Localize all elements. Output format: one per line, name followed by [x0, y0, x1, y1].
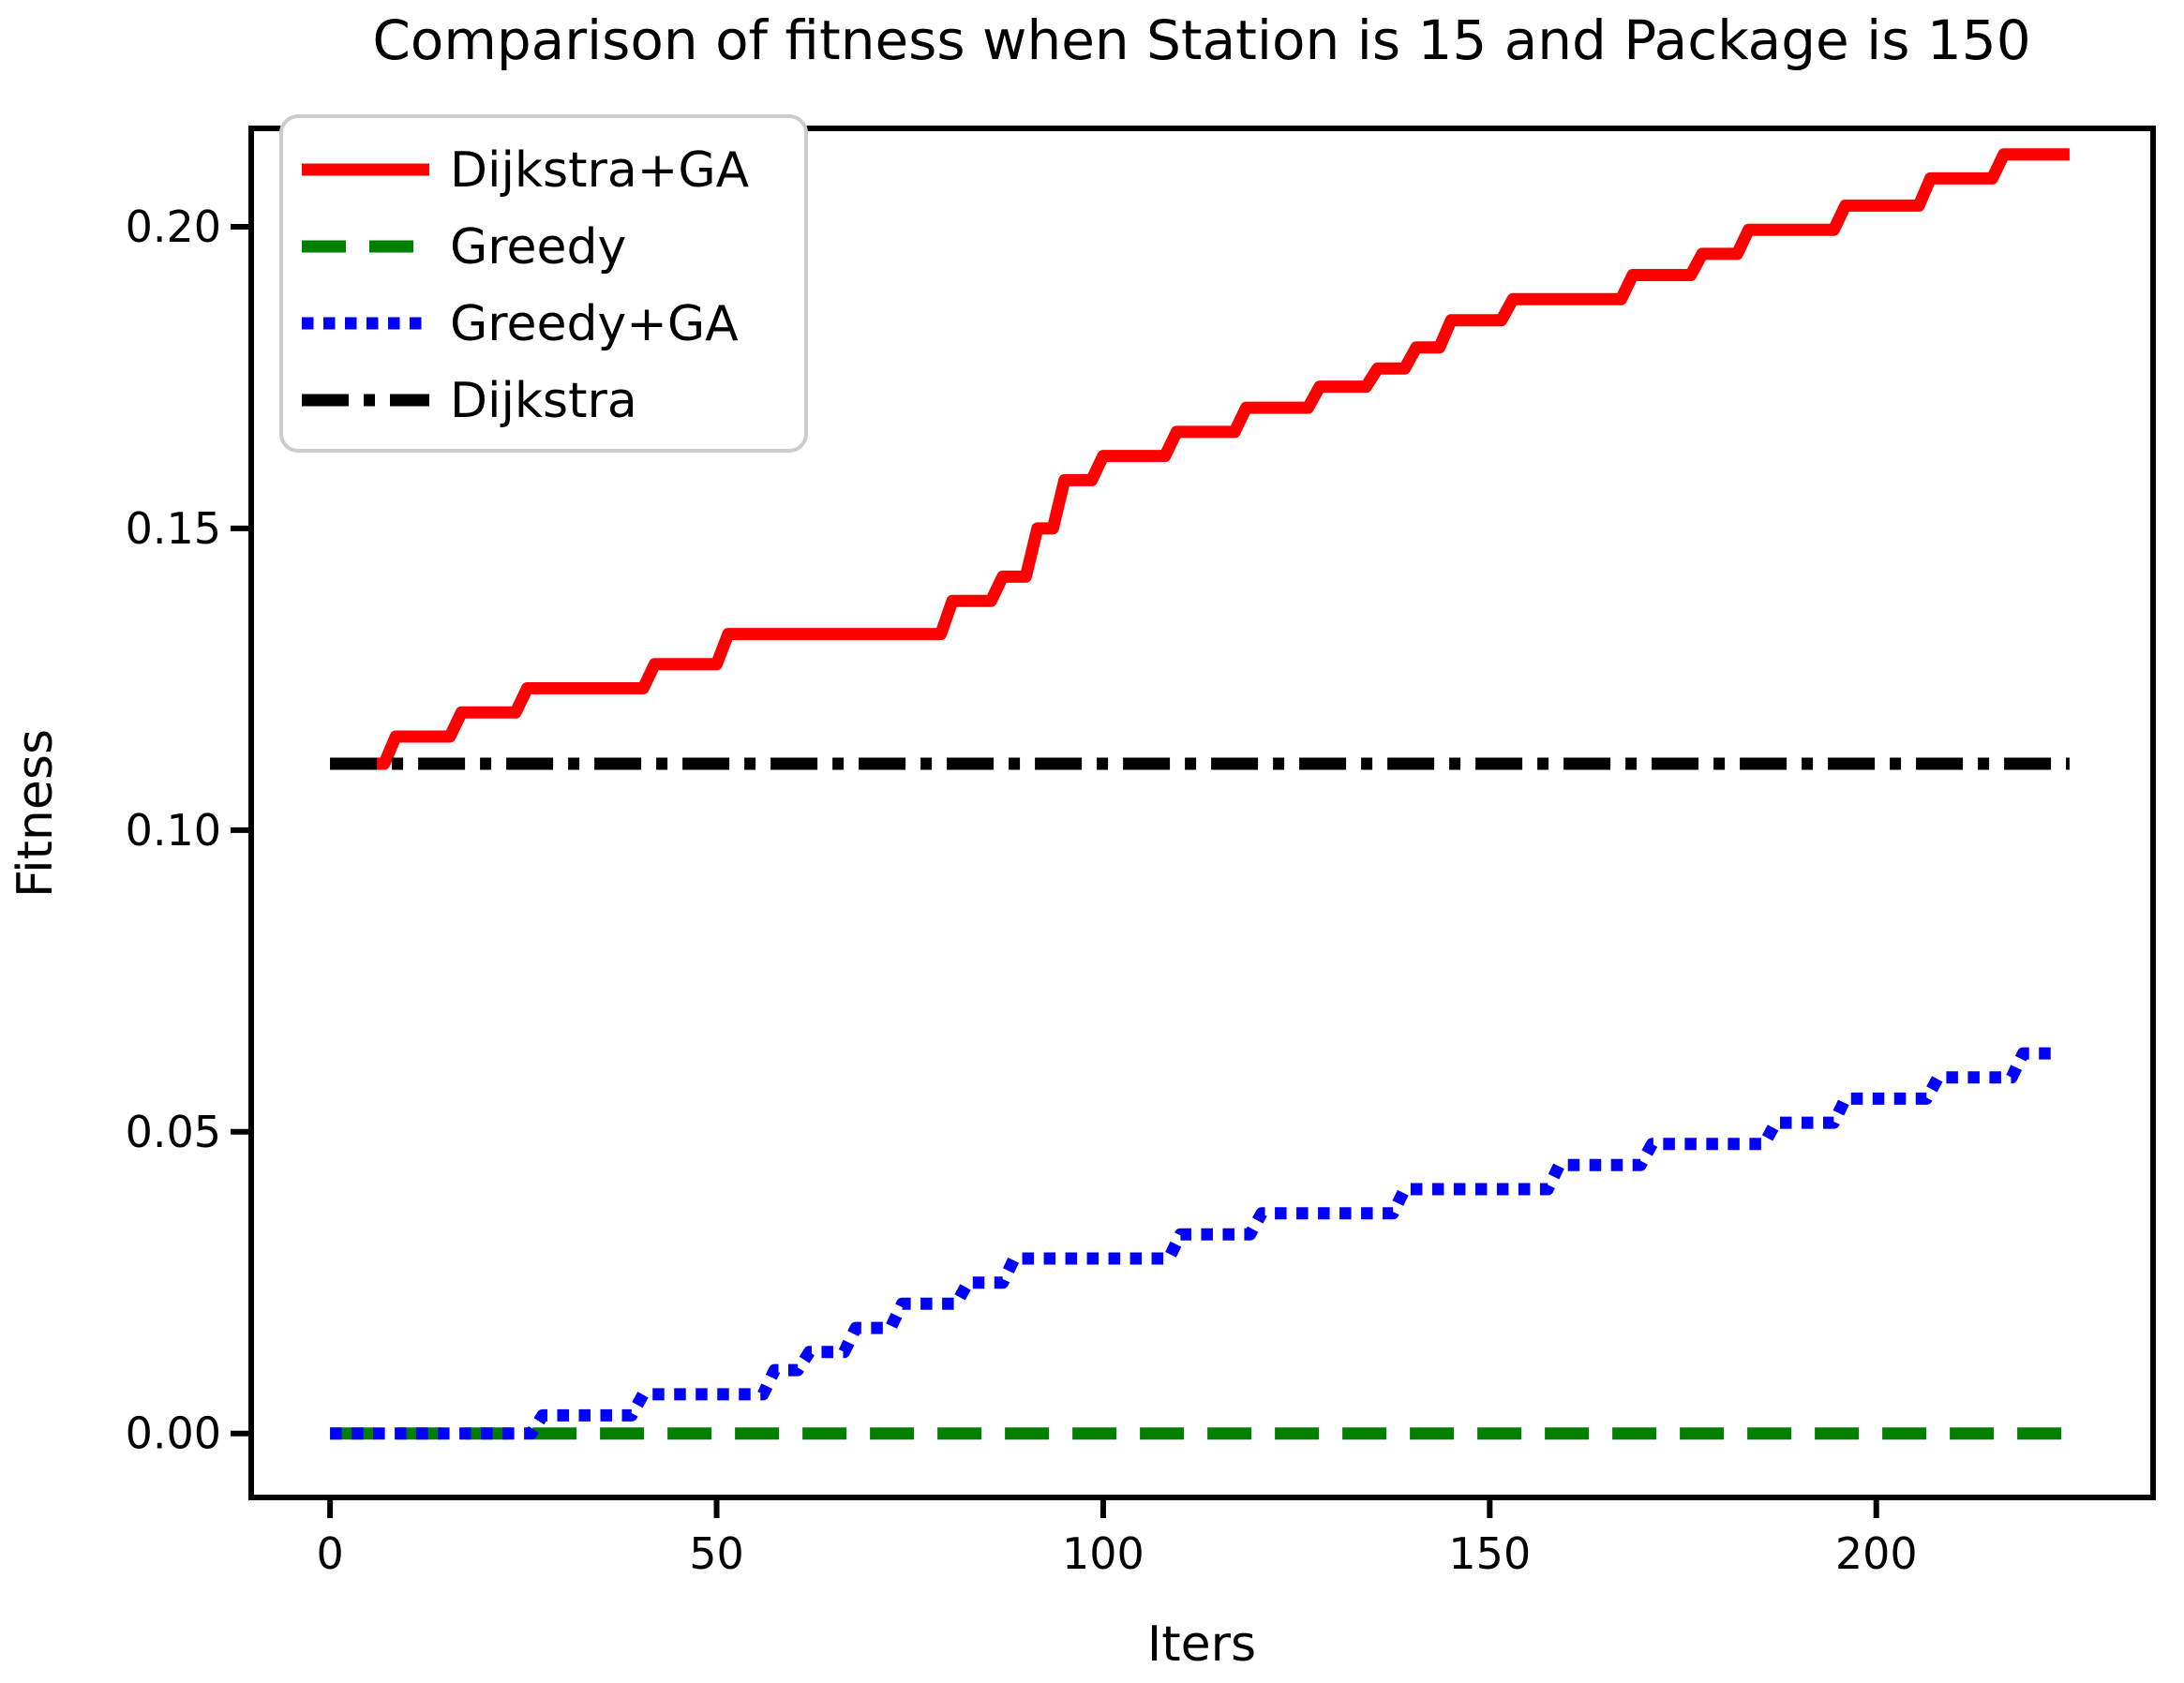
y-tick-label: 0.00 [126, 1408, 221, 1459]
y-axis-label: Fitness [7, 729, 64, 898]
legend-box [279, 114, 808, 453]
legend-label: Dijkstra+GA [450, 142, 750, 199]
y-tick-label: 0.15 [126, 503, 221, 554]
legend-entry-dijkstra-ga: Dijkstra+GA [302, 142, 750, 199]
plot-area: 0 50 100 150 200 0.00 0.05 0.10 0.15 0.20 Dijkstra… [126, 114, 2156, 1579]
y-tick-label: 0.05 [126, 1107, 221, 1157]
y-tick-label: 0.10 [126, 805, 221, 856]
x-tick-label: 100 [1062, 1528, 1144, 1579]
legend-label: Dijkstra [450, 373, 637, 429]
x-tick-label: 200 [1835, 1528, 1918, 1579]
x-axis-label: Iters [1147, 1616, 1256, 1673]
series-line-dijkstra-ga [330, 148, 2070, 770]
legend-entry-dijkstra: Dijkstra [302, 373, 637, 429]
legend-entry-greedy-ga: Greedy+GA [302, 296, 739, 352]
axes-spines [248, 126, 2156, 1500]
legend-entry-greedy: Greedy [302, 219, 626, 276]
y-tick-label: 0.20 [126, 201, 221, 252]
chart-title: Comparison of fitness when Station is 15… [372, 8, 2030, 72]
legend-label: Greedy+GA [450, 296, 739, 352]
series-line-greedy-ga [330, 1047, 2058, 1440]
x-tick-label: 0 [316, 1528, 343, 1579]
legend-label: Greedy [450, 219, 626, 276]
x-tick-label: 50 [689, 1528, 744, 1579]
x-tick-label: 150 [1448, 1528, 1531, 1579]
legend: Dijkstra+GA Greedy Greedy+GA Dijkstra [279, 114, 808, 453]
